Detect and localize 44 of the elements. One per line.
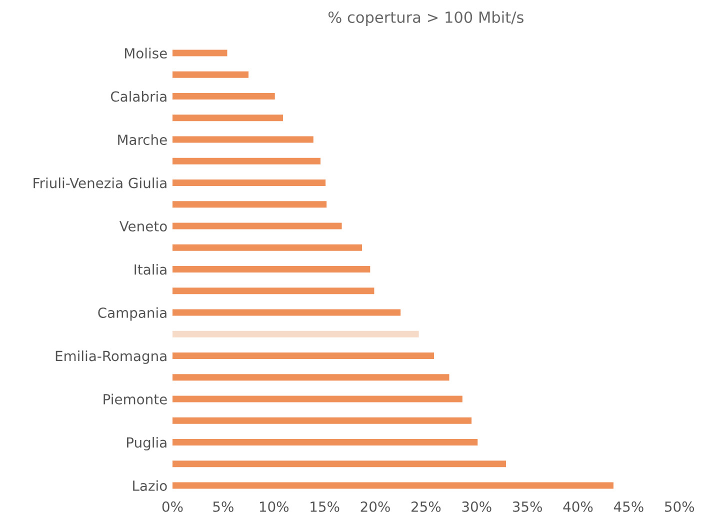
y-tick-label: Piemonte [104,394,167,404]
bar [172,114,283,122]
x-tick-label: 30% [462,501,492,512]
y-tick-label: Puglia [127,436,166,450]
bar [172,374,450,381]
x-tick-label: 5% [213,501,234,512]
bar [172,244,362,251]
x-tick-label: 20% [360,501,390,512]
bar [172,201,327,208]
y-tick-label: Calabria [110,91,166,102]
x-tick-label: 10% [260,501,289,512]
bar [172,158,320,164]
bar [172,180,326,186]
bar [172,309,401,316]
x-tick-label: 50% [664,501,694,512]
y-tick-label: Italia [134,264,166,275]
chart-title: % copertura > 100 Mbit/s [328,11,524,26]
y-tick-label: Molise [125,48,167,59]
bar [172,266,370,273]
bar [172,460,506,468]
y-tick-label: Veneto [119,221,167,232]
x-tick-label: 25% [412,501,441,512]
bar [172,71,249,78]
bar [172,330,419,338]
y-tick-label: Lazio [133,480,167,491]
x-tick-label: 35% [512,501,542,512]
bar [172,417,472,424]
bar [172,222,342,230]
bar [172,439,478,446]
x-tick-label: 0% [162,501,183,512]
bar [172,396,462,402]
y-tick-label: Friuli-Venezia Giulia [34,178,166,188]
bar [172,352,434,360]
bar [172,93,275,100]
bar [172,288,374,294]
x-tick-label: 40% [563,501,593,512]
bar [172,482,614,489]
bar [172,136,314,143]
x-tick-label: 45% [614,501,644,512]
y-tick-label: Campania [98,307,166,321]
bar [172,50,228,56]
x-tick-label: 15% [310,501,340,512]
y-tick-label: Marche [118,134,167,146]
y-tick-label: Emilia-Romagna [56,350,166,364]
